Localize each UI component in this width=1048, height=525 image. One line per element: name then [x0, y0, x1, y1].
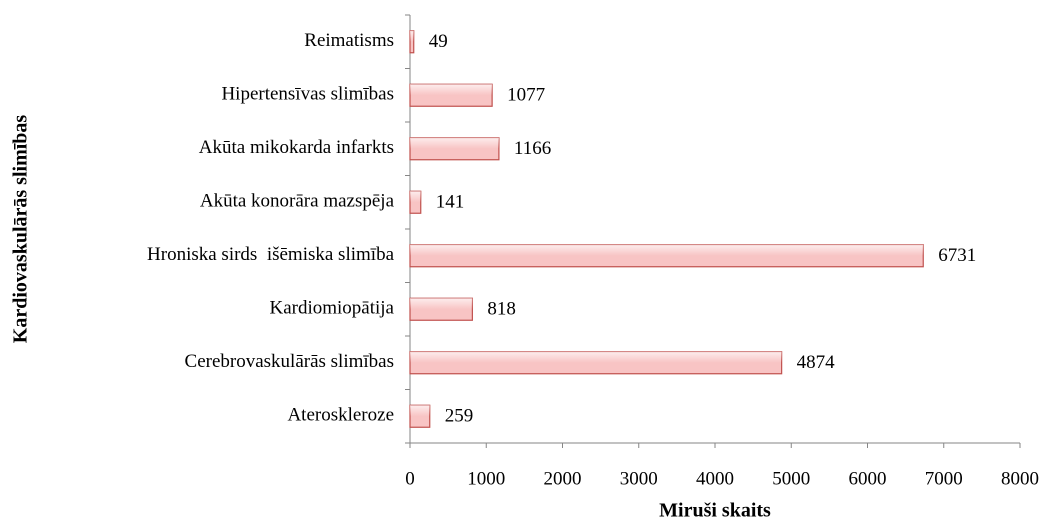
bar	[409, 190, 422, 214]
bar	[409, 404, 431, 428]
data-label: 49	[429, 31, 448, 52]
x-tick-label: 1000	[467, 468, 505, 489]
y-tick-label: Hipertensīvas slimības	[221, 84, 394, 105]
y-tick-label: Ateroskleroze	[287, 405, 394, 426]
y-tick-label: Reimatisms	[304, 30, 394, 51]
x-tick-label: 7000	[925, 468, 963, 489]
x-tick-label: 4000	[696, 468, 734, 489]
data-label: 4874	[797, 352, 836, 373]
y-tick-label: Kardiomiopātija	[269, 298, 394, 319]
x-tick-label: 2000	[544, 468, 582, 489]
bar	[409, 83, 493, 107]
y-tick-label: Hroniska sirds išēmiska slimība	[147, 244, 395, 265]
bar	[409, 137, 500, 161]
data-label: 818	[487, 299, 516, 320]
bar	[409, 30, 415, 54]
data-label: 6731	[938, 245, 976, 266]
data-label: 141	[436, 192, 465, 213]
y-tick-label: Akūta mikokarda infarkts	[199, 137, 394, 158]
data-label: 1077	[507, 85, 545, 106]
y-tick-label: Cerebrovaskulārās slimības	[185, 351, 394, 372]
x-tick-label: 6000	[849, 468, 887, 489]
bar	[409, 244, 924, 268]
x-axis-title: Miruši skaits	[659, 500, 771, 522]
bar	[409, 351, 783, 375]
bar	[409, 297, 473, 321]
x-tick-label: 0	[405, 468, 415, 489]
data-label: 259	[445, 406, 474, 427]
y-axis-title: Kardiovaskulārās slimības	[10, 115, 32, 344]
x-tick-label: 8000	[1001, 468, 1039, 489]
data-label: 1166	[514, 138, 551, 159]
x-tick-label: 3000	[620, 468, 658, 489]
y-tick-label: Akūta konorāra mazspēja	[200, 191, 395, 212]
x-tick-label: 5000	[772, 468, 810, 489]
